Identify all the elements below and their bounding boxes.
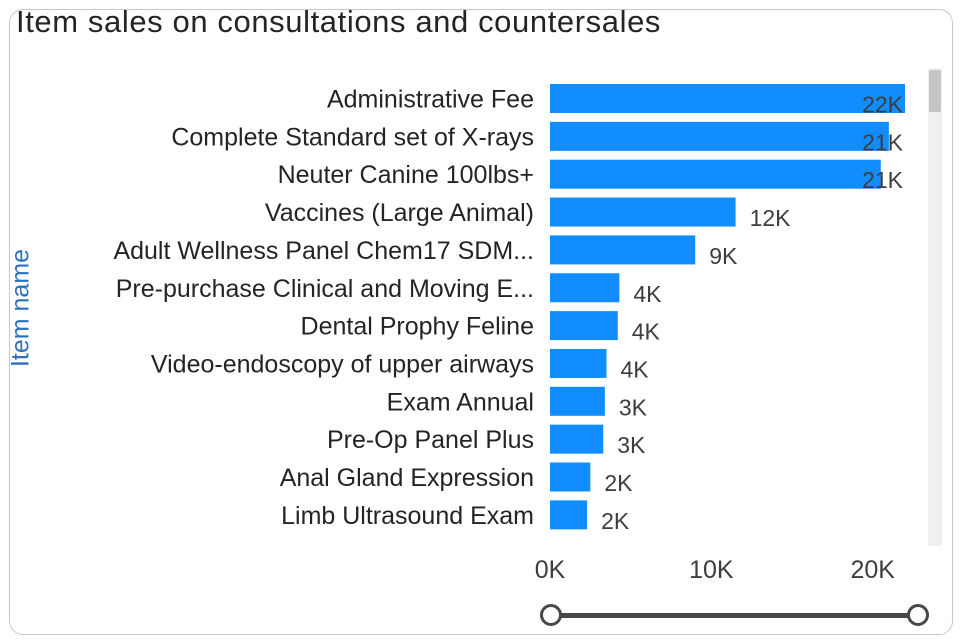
category-label: Pre-Op Panel Plus (327, 426, 534, 454)
data-label: 21K (862, 129, 904, 155)
category-label: Administrative Fee (327, 86, 534, 114)
category-label: Complete Standard set of X-rays (171, 123, 534, 151)
chart-title: Item sales on consultations and counters… (16, 4, 662, 39)
category-label: Video-endoscopy of upper airways (151, 350, 534, 378)
data-label: 22K (862, 92, 904, 118)
bar[interactable] (550, 311, 618, 341)
bar[interactable] (550, 273, 620, 303)
x-tick-label: 10K (689, 556, 734, 584)
data-label: 9K (709, 243, 738, 269)
category-label: Dental Prophy Feline (301, 313, 534, 341)
zoom-slider-end-handle[interactable] (907, 604, 929, 626)
chart-card (9, 9, 953, 635)
bar[interactable] (550, 386, 605, 416)
data-label: 4K (633, 281, 662, 307)
bar[interactable] (550, 500, 588, 530)
data-label: 3K (619, 394, 648, 420)
x-tick-label: 0K (535, 556, 566, 584)
bar[interactable] (550, 84, 905, 113)
data-label: 4K (620, 356, 649, 382)
category-label: Anal Gland Expression (280, 464, 534, 492)
bar[interactable] (550, 424, 604, 454)
category-label: Neuter Canine 100lbs+ (278, 161, 534, 189)
category-label: Exam Annual (387, 388, 534, 416)
data-label: 12K (750, 205, 792, 231)
data-label: 4K (632, 319, 661, 345)
x-tick-label: 20K (850, 556, 895, 584)
bar[interactable] (550, 462, 591, 492)
data-label: 21K (862, 167, 904, 193)
scrollbar-thumb[interactable] (929, 70, 941, 112)
vertical-scrollbar[interactable] (928, 68, 942, 546)
bar[interactable] (550, 159, 881, 189)
category-label: Adult Wellness Panel Chem17 SDM... (113, 237, 534, 265)
zoom-slider-start-handle[interactable] (540, 604, 562, 626)
bar[interactable] (550, 121, 889, 151)
category-label: Limb Ultrasound Exam (281, 502, 534, 530)
data-label: 3K (617, 432, 646, 458)
category-label: Vaccines (Large Animal) (265, 199, 534, 227)
y-axis-title: Item name (6, 248, 35, 368)
zoom-slider-track[interactable] (552, 613, 918, 618)
data-label: 2K (604, 470, 633, 496)
bar[interactable] (550, 197, 736, 227)
bar[interactable] (550, 348, 607, 378)
bar[interactable] (550, 235, 696, 265)
data-label: 2K (601, 508, 630, 534)
category-label: Pre-purchase Clinical and Moving E... (116, 275, 534, 303)
